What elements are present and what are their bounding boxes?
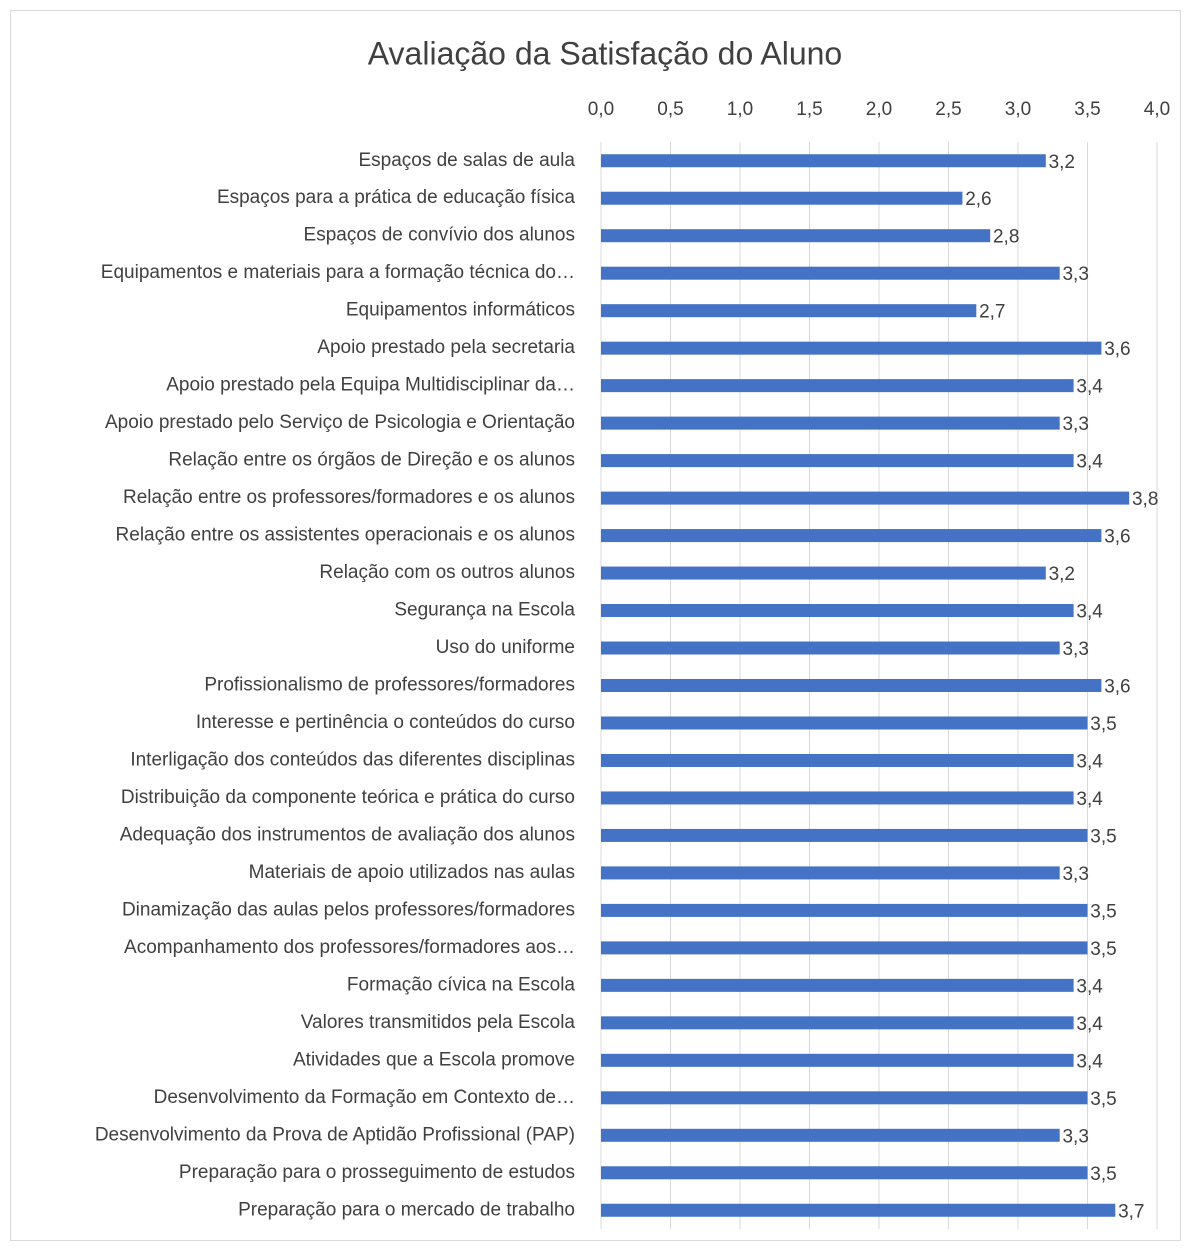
- y-tick-label: Relação entre os assistentes operacionai…: [116, 525, 575, 546]
- y-tick-label: Espaços para a prática de educação físic…: [217, 187, 575, 208]
- bar: [601, 191, 963, 205]
- y-tick-label: Segurança na Escola: [394, 600, 575, 621]
- y-tick-label: Uso do uniforme: [436, 637, 575, 658]
- bar: [601, 716, 1088, 730]
- bar: [601, 379, 1074, 393]
- y-tick-label: Relação entre os professores/formadores …: [123, 487, 575, 508]
- data-label: 3,7: [1118, 1201, 1144, 1222]
- x-tick-label: 0,5: [657, 99, 683, 120]
- data-label: 2,7: [979, 302, 1005, 323]
- data-label: 3,4: [1076, 751, 1103, 772]
- y-tick-label: Apoio prestado pela Equipa Multidiscipli…: [166, 375, 575, 396]
- chart-title: Avaliação da Satisfação do Aluno: [368, 35, 842, 71]
- bar: [601, 529, 1102, 543]
- bar: [601, 978, 1074, 992]
- data-label: 3,6: [1104, 677, 1130, 698]
- bar: [601, 304, 977, 318]
- bar: [601, 566, 1046, 580]
- y-tick-label: Espaços de convívio dos alunos: [304, 225, 575, 246]
- bar: [601, 791, 1074, 805]
- y-tick-label: Equipamentos informáticos: [346, 300, 575, 321]
- y-tick-label: Profissionalismo de professores/formador…: [204, 675, 575, 696]
- y-tick-label: Relação com os outros alunos: [319, 562, 575, 583]
- x-tick-label: 1,5: [796, 99, 822, 120]
- bar: [601, 491, 1130, 505]
- y-tick-label: Interesse e pertinência o conteúdos do c…: [196, 712, 575, 733]
- bar: [601, 266, 1060, 280]
- data-label: 3,3: [1062, 264, 1088, 285]
- bar: [601, 1166, 1088, 1180]
- bar: [601, 416, 1060, 430]
- data-label: 3,2: [1049, 564, 1075, 585]
- y-tick-label: Adequação dos instrumentos de avaliação …: [120, 824, 575, 845]
- x-tick-label: 2,0: [866, 99, 892, 120]
- data-label: 3,5: [1090, 826, 1116, 847]
- data-label: 3,6: [1104, 527, 1130, 548]
- data-label: 3,8: [1132, 489, 1158, 510]
- x-tick-label: 0,0: [588, 99, 614, 120]
- bar: [601, 1053, 1074, 1067]
- y-tick-label: Atividades que a Escola promove: [293, 1049, 575, 1070]
- data-label: 3,4: [1076, 1014, 1103, 1035]
- data-label: 2,8: [993, 227, 1019, 248]
- bar: [601, 753, 1074, 767]
- y-tick-label: Acompanhamento dos professores/formadore…: [124, 937, 575, 958]
- bar: [601, 866, 1060, 880]
- y-tick-label: Valores transmitidos pela Escola: [301, 1012, 576, 1033]
- data-label: 3,3: [1062, 639, 1088, 660]
- bar: [601, 229, 991, 243]
- bar: [601, 154, 1046, 168]
- y-tick-label: Preparação para o mercado de trabalho: [238, 1199, 575, 1220]
- data-label: 3,5: [1090, 714, 1116, 735]
- y-tick-label: Apoio prestado pelo Serviço de Psicologi…: [105, 412, 575, 433]
- x-tick-label: 3,0: [1005, 99, 1031, 120]
- y-tick-label: Formação cívica na Escola: [347, 974, 576, 995]
- x-tick-label: 2,5: [935, 99, 961, 120]
- data-label: 3,4: [1076, 377, 1103, 398]
- x-tick-label: 3,5: [1074, 99, 1100, 120]
- data-label: 3,5: [1090, 901, 1116, 922]
- bar: [601, 604, 1074, 618]
- y-tick-label: Equipamentos e materiais para a formação…: [101, 262, 575, 283]
- data-label: 3,4: [1076, 602, 1103, 623]
- bar: [601, 1128, 1060, 1142]
- bar: [601, 341, 1102, 355]
- bar: [601, 641, 1060, 655]
- bar: [601, 828, 1088, 842]
- bar: [601, 454, 1074, 468]
- data-label: 3,5: [1090, 1089, 1116, 1110]
- data-label: 3,4: [1076, 1051, 1103, 1072]
- y-tick-label: Apoio prestado pela secretaria: [317, 337, 575, 358]
- y-tick-label: Dinamização das aulas pelos professores/…: [122, 899, 575, 920]
- y-tick-label: Relação entre os órgãos de Direção e os …: [168, 450, 575, 471]
- y-tick-label: Interligação dos conteúdos das diferente…: [130, 749, 575, 770]
- data-label: 3,3: [1062, 1126, 1088, 1147]
- y-tick-label: Materiais de apoio utilizados nas aulas: [249, 862, 575, 883]
- bar: [601, 679, 1102, 692]
- y-tick-label: Preparação para o prosseguimento de estu…: [179, 1162, 575, 1183]
- data-label: 3,3: [1062, 864, 1088, 885]
- y-tick-label: Distribuição da componente teórica e prá…: [121, 787, 575, 808]
- y-tick-label: Espaços de salas de aula: [358, 150, 575, 171]
- bar: [601, 1016, 1074, 1030]
- bar: [601, 903, 1088, 917]
- data-label: 3,4: [1076, 789, 1103, 810]
- x-tick-label: 1,0: [727, 99, 753, 120]
- data-label: 3,4: [1076, 976, 1103, 997]
- data-label: 3,2: [1049, 152, 1075, 173]
- data-label: 3,4: [1076, 452, 1103, 473]
- data-label: 3,5: [1090, 939, 1116, 960]
- data-label: 3,5: [1090, 1164, 1116, 1185]
- y-tick-label: Desenvolvimento da Prova de Aptidão Prof…: [95, 1124, 575, 1145]
- data-label: 3,3: [1062, 414, 1088, 435]
- bar: [601, 1203, 1116, 1217]
- data-label: 2,6: [965, 189, 991, 210]
- data-label: 3,6: [1104, 339, 1130, 360]
- x-tick-label: 4,0: [1144, 99, 1170, 120]
- bar: [601, 1091, 1088, 1105]
- y-tick-label: Desenvolvimento da Formação em Contexto …: [154, 1087, 575, 1108]
- bar: [601, 941, 1088, 955]
- chart-border: [10, 10, 1181, 1241]
